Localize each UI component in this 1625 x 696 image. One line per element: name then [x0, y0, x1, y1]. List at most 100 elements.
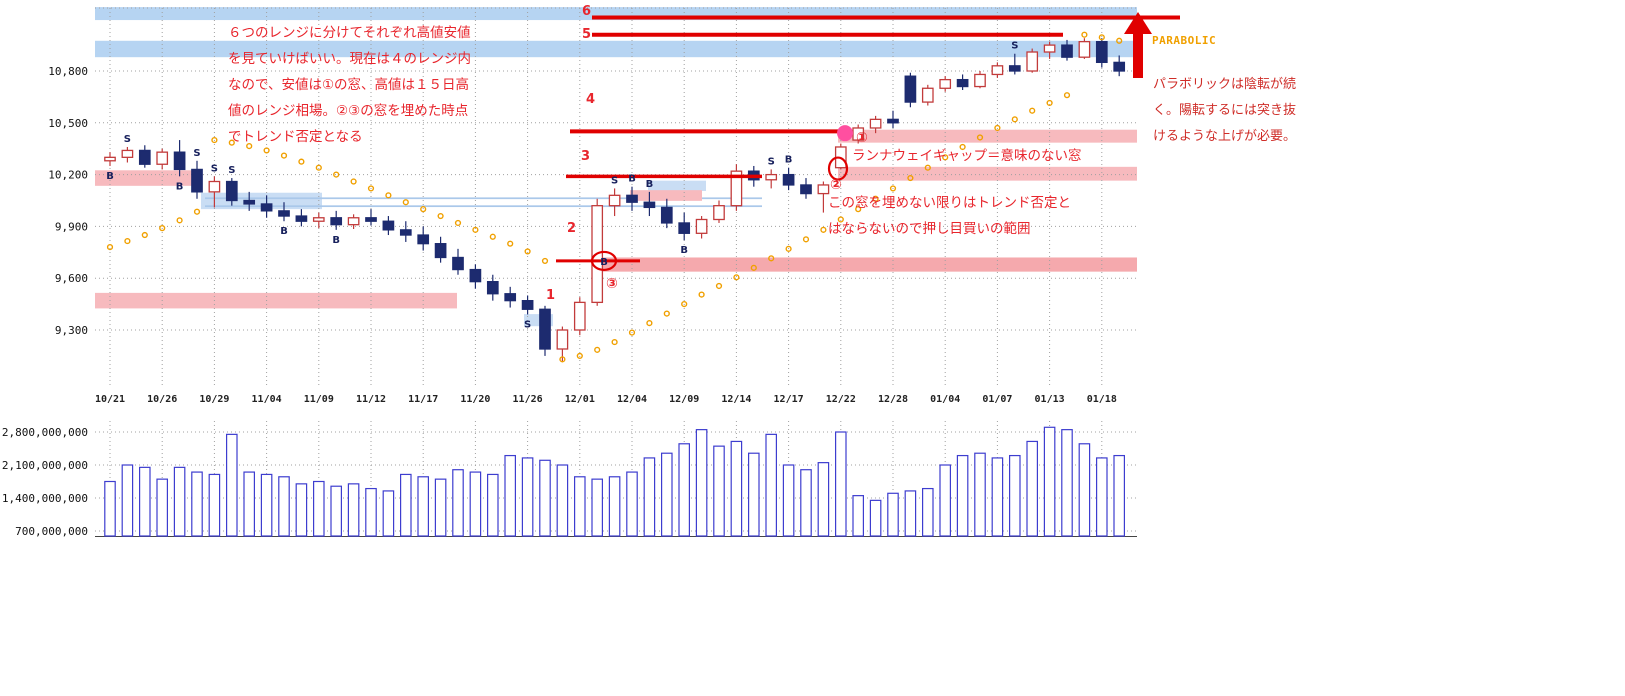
candle-body	[1078, 40, 1091, 58]
sar-dot	[263, 147, 270, 154]
date-tick-label: 12/09	[669, 394, 699, 405]
sar-dot	[228, 139, 235, 146]
shaded-band	[95, 40, 1137, 58]
shaded-band	[95, 292, 457, 309]
volume-bar	[278, 476, 290, 537]
candle-body	[330, 217, 343, 226]
sar-dot	[385, 192, 392, 199]
candle-body	[713, 205, 725, 221]
candle-body	[765, 173, 778, 181]
candle-body	[904, 75, 917, 103]
date-axis-labels: 10/21 10/26 10/29 11/04 11/09 11/12 11/17 11/20…	[95, 394, 1117, 405]
volume-bar	[173, 466, 186, 537]
sar-dot	[106, 244, 114, 251]
candle-body	[121, 149, 134, 158]
annotation-range-plan-line: 値のレンジ相場。②③の窓を埋めた時点	[228, 103, 469, 119]
signal-marker: S	[524, 319, 531, 330]
volume-bar	[382, 490, 395, 537]
date-tick-label: 10/29	[199, 394, 229, 405]
annotation-window-note-line: はならないので押し目買いの範囲	[828, 221, 1031, 237]
signal-marker: B	[176, 181, 184, 192]
sar-dot	[1029, 107, 1036, 114]
volume-bar	[539, 459, 551, 537]
sar-dot	[350, 178, 357, 185]
annotation-range-plan: ６つのレンジに分けてそれぞれ高値安値 を見ていけばいい。現在は４のレンジ内 なの…	[228, 20, 471, 150]
gap-highlight-dot	[837, 125, 853, 142]
candle-body	[208, 180, 221, 193]
volume-bar	[295, 483, 308, 537]
range-number-label: 6	[582, 4, 591, 19]
range-lines-layer	[556, 15, 1180, 263]
sar-dot	[1046, 99, 1053, 107]
range-number-label: 5	[582, 27, 591, 42]
sar-dot	[976, 134, 984, 141]
signal-marker: B	[106, 171, 114, 182]
signal-marker: S	[1011, 41, 1018, 52]
date-tick-label: 12/22	[826, 394, 856, 405]
signal-marker: S	[211, 163, 218, 174]
candle-body	[852, 127, 865, 141]
volume-bar	[243, 471, 255, 537]
signal-marker: B	[332, 235, 340, 246]
sar-dot	[837, 216, 844, 223]
volume-bar	[487, 473, 499, 537]
sar-dot	[367, 185, 375, 192]
candle-body	[347, 217, 360, 226]
sar-dot	[1063, 92, 1071, 99]
volume-bar	[869, 499, 882, 537]
candle-body	[991, 65, 1004, 76]
candle-body	[452, 256, 464, 271]
annotation-range-plan-line: でトレンド否定となる	[228, 129, 363, 145]
candle-body	[539, 308, 551, 350]
price-tick-label: 9,900	[55, 220, 88, 233]
sar-dot	[1098, 34, 1105, 41]
signal-marker: B	[280, 226, 288, 237]
annotation-parabolic-note: パラボリックは陰転が続 く。陽転するには突き抜 けるような上げが必要。	[1153, 72, 1296, 150]
candle-body	[225, 180, 238, 202]
sar-dot	[576, 352, 583, 360]
sar-dot	[280, 152, 288, 159]
candle-body	[486, 281, 499, 295]
sar-dot	[855, 206, 862, 213]
overlay-layer: B	[590, 12, 1152, 272]
candle-body	[643, 201, 656, 209]
price-tick-label: 10,500	[48, 117, 88, 130]
candle-body	[504, 293, 517, 302]
sar-dot	[959, 143, 966, 151]
candle-body	[278, 210, 290, 217]
range-number-label: 2	[567, 221, 576, 236]
volume-bar	[104, 480, 116, 537]
volume-bar	[730, 440, 743, 537]
sar-dot	[176, 217, 183, 224]
date-tick-label: 11/17	[408, 394, 438, 405]
volume-bar	[573, 476, 586, 537]
candle-body	[469, 268, 482, 283]
date-tick-label: 12/28	[878, 394, 908, 405]
date-tick-label: 01/07	[982, 394, 1012, 405]
volume-bar	[521, 457, 534, 537]
candle-body	[626, 194, 638, 203]
candle-body	[191, 168, 203, 193]
candle-body	[1095, 40, 1108, 64]
buy-signal-label: B	[600, 257, 608, 268]
volume-bars-layer	[104, 426, 1125, 537]
sar-dot	[402, 199, 409, 206]
volume-bar	[817, 462, 830, 537]
volume-tick-label: 2,100,000,000	[2, 459, 88, 472]
volume-bar	[887, 492, 899, 537]
candle-body	[869, 118, 882, 129]
shaded-band	[205, 197, 762, 200]
candle-body	[260, 203, 273, 212]
candle-body	[800, 184, 812, 195]
shaded-band	[600, 257, 1137, 272]
signal-marker: B	[628, 174, 636, 185]
volume-tick-label: 2,800,000,000	[2, 426, 88, 439]
candle-body	[939, 78, 952, 89]
sar-dot	[681, 301, 688, 308]
sar-dot	[733, 274, 740, 281]
candle-body	[156, 151, 169, 165]
shaded-band	[205, 205, 762, 208]
range-number-label: 1	[546, 288, 555, 303]
annotation-runaway-gap: ランナウェイギャップ＝意味のない窓	[852, 148, 1082, 164]
